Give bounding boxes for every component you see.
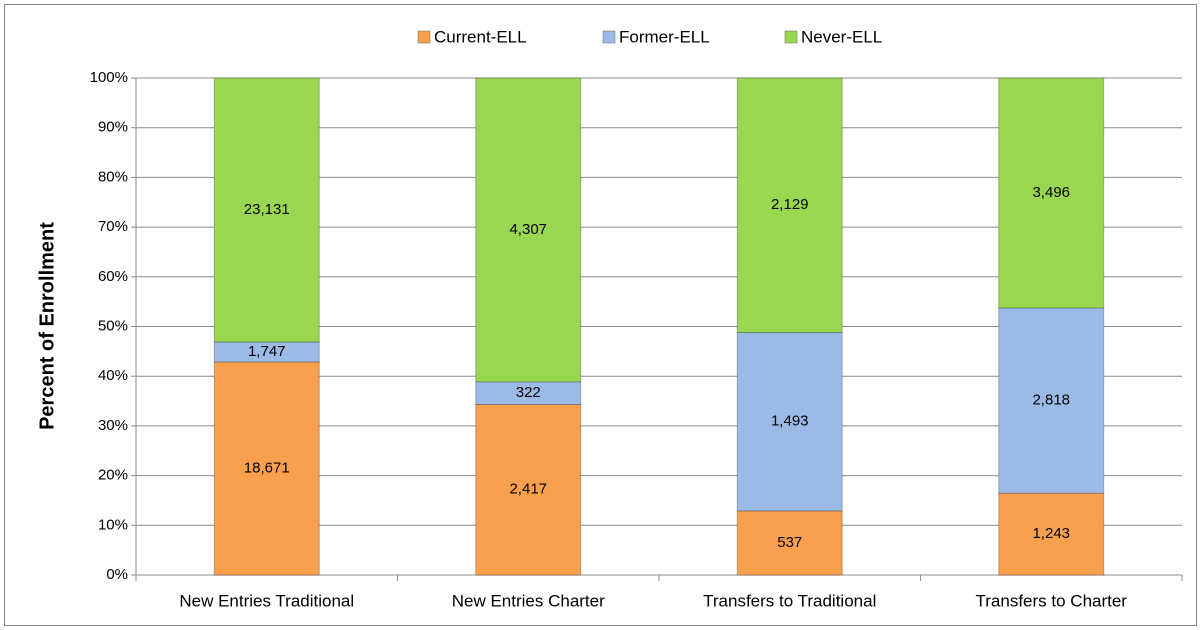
y-tick-label: 80% xyxy=(98,168,128,185)
data-label: 1,493 xyxy=(771,413,809,430)
legend-swatch xyxy=(417,30,431,44)
data-label: 18,671 xyxy=(244,459,290,476)
legend-label: Never-ELL xyxy=(801,27,882,46)
x-tick-label: Transfers to Charter xyxy=(976,591,1128,610)
legend-label: Current-ELL xyxy=(434,27,527,46)
bar-segment xyxy=(213,77,320,343)
legend-swatch xyxy=(602,30,616,44)
x-tick-label: Transfers to Traditional xyxy=(703,591,876,610)
legend-label: Former-ELL xyxy=(619,27,710,46)
bar-segment xyxy=(475,77,582,383)
y-tick-label: 70% xyxy=(98,218,128,235)
bar-segment xyxy=(998,492,1105,576)
bar-segment xyxy=(736,510,843,576)
data-label: 23,131 xyxy=(244,201,290,218)
y-tick-label: 40% xyxy=(98,367,128,384)
chart-border xyxy=(4,4,1197,626)
x-tick-label: New Entries Charter xyxy=(452,591,605,610)
data-label: 1,243 xyxy=(1032,525,1070,542)
bar-segment xyxy=(475,404,582,576)
y-tick-label: 50% xyxy=(98,317,128,334)
bar-segment xyxy=(213,361,320,576)
data-label: 3,496 xyxy=(1032,184,1070,201)
y-tick-label: 60% xyxy=(98,268,128,285)
data-label: 2,129 xyxy=(771,196,809,213)
data-label: 4,307 xyxy=(509,221,547,238)
x-tick-label: New Entries Traditional xyxy=(179,591,354,610)
y-axis-label: Percent of Enrollment xyxy=(36,222,58,430)
data-label: 2,417 xyxy=(509,481,547,498)
y-tick-label: 30% xyxy=(98,417,128,434)
bar-segment xyxy=(736,331,843,512)
data-label: 2,818 xyxy=(1032,392,1070,409)
legend-swatch xyxy=(784,30,798,44)
bar-segment xyxy=(998,77,1105,309)
y-tick-label: 100% xyxy=(90,69,128,86)
y-tick-label: 20% xyxy=(98,467,128,484)
data-label: 322 xyxy=(516,384,541,401)
bar-segment xyxy=(736,77,843,333)
data-label: 1,747 xyxy=(248,343,286,360)
data-label: 537 xyxy=(777,534,802,551)
y-tick-label: 10% xyxy=(98,516,128,533)
y-tick-label: 90% xyxy=(98,119,128,136)
y-tick-label: 0% xyxy=(106,566,128,583)
